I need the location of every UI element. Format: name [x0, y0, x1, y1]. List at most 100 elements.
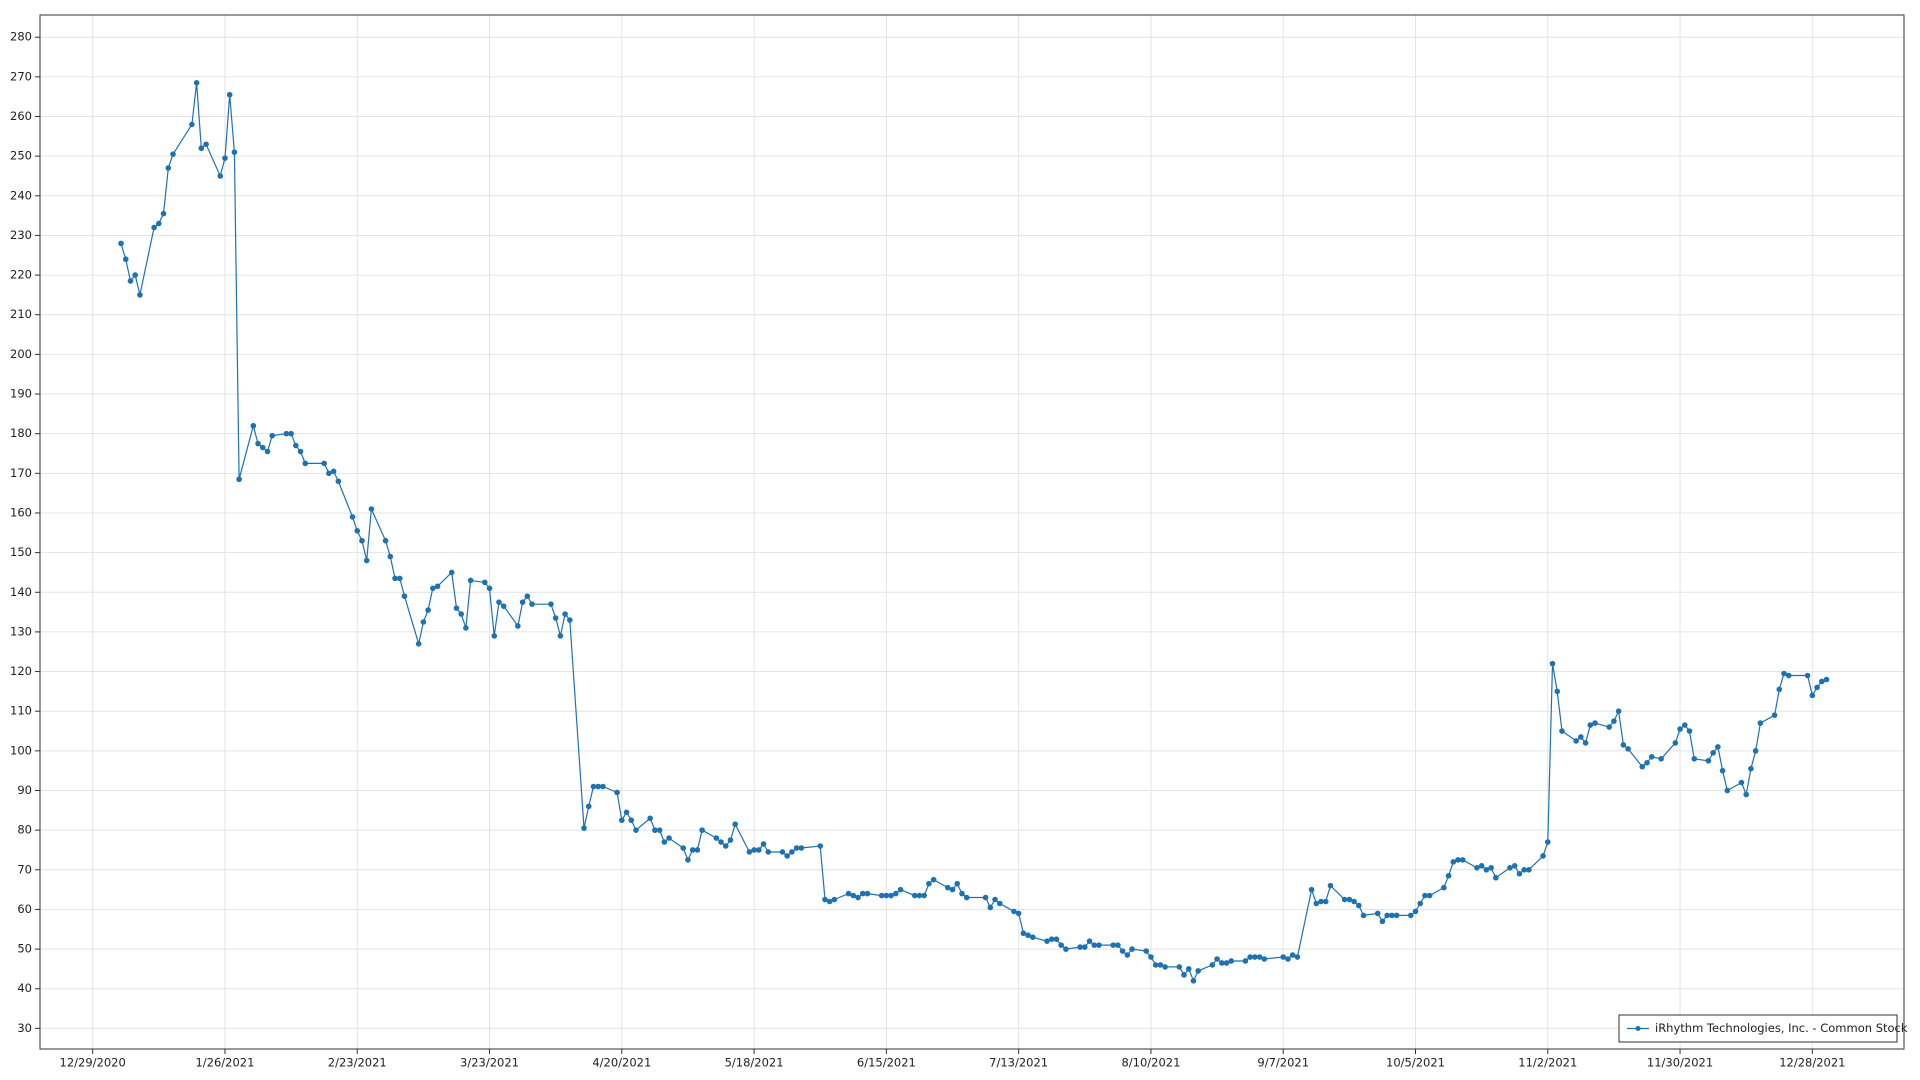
- data-point: [567, 617, 573, 623]
- data-point: [1119, 948, 1126, 954]
- y-tick-label: 50: [17, 942, 32, 956]
- data-point: [1393, 912, 1400, 919]
- y-tick-label: 240: [10, 188, 32, 202]
- data-point: [193, 79, 200, 86]
- data-point: [1719, 767, 1726, 774]
- data-point: [713, 835, 720, 841]
- data-point: [1417, 900, 1424, 907]
- data-point: [1743, 791, 1750, 798]
- x-tick-label: 3/23/2021: [460, 1056, 519, 1070]
- data-point: [1493, 874, 1499, 881]
- data-point: [231, 149, 238, 155]
- data-point: [1672, 740, 1679, 746]
- data-point: [203, 141, 209, 148]
- data-point: [1681, 722, 1688, 728]
- data-point: [562, 611, 568, 617]
- data-point: [552, 615, 559, 621]
- data-point: [581, 825, 587, 831]
- data-point: [996, 900, 1003, 907]
- data-point: [1346, 896, 1353, 903]
- data-point: [949, 886, 956, 893]
- y-tick-label: 260: [10, 109, 32, 123]
- data-point: [1573, 738, 1579, 744]
- data-point: [1176, 964, 1183, 970]
- data-point: [661, 839, 668, 845]
- data-point: [335, 478, 342, 485]
- data-point: [1483, 866, 1490, 873]
- data-point: [789, 849, 795, 855]
- data-point: [619, 817, 625, 824]
- data-point: [1544, 839, 1551, 845]
- data-point: [189, 121, 195, 128]
- data-point: [1228, 958, 1235, 964]
- data-point: [1086, 938, 1093, 944]
- y-tick-label: 160: [10, 505, 32, 519]
- data-point: [652, 827, 658, 833]
- data-point: [122, 256, 129, 263]
- data-point: [1294, 954, 1301, 960]
- data-point: [363, 557, 370, 564]
- data-point: [746, 849, 753, 855]
- data-point: [1752, 748, 1759, 754]
- data-point: [425, 607, 431, 613]
- data-point: [1020, 930, 1027, 937]
- x-tick-label: 2/23/2021: [328, 1056, 387, 1070]
- data-point: [1360, 912, 1367, 919]
- y-tick-label: 60: [17, 902, 32, 916]
- data-point: [722, 843, 729, 849]
- x-tick-label: 1/26/2021: [195, 1056, 254, 1070]
- y-tick-label: 270: [10, 69, 32, 83]
- data-point: [1143, 948, 1150, 954]
- data-point: [779, 849, 786, 855]
- data-point: [151, 224, 157, 231]
- data-point: [1582, 740, 1589, 746]
- data-point: [1063, 946, 1069, 952]
- data-point: [156, 220, 162, 227]
- y-tick-label: 250: [10, 149, 32, 163]
- data-point: [1356, 902, 1362, 909]
- data-point: [170, 151, 176, 157]
- data-point: [165, 165, 172, 171]
- x-tick-label: 7/13/2021: [989, 1056, 1048, 1070]
- data-point: [831, 896, 838, 903]
- data-point: [1185, 966, 1192, 972]
- x-tick-label: 12/29/2020: [60, 1056, 126, 1070]
- data-point: [1407, 912, 1414, 919]
- data-point: [1611, 718, 1617, 724]
- data-point: [1715, 744, 1721, 750]
- data-point: [1691, 755, 1698, 762]
- data-point: [685, 857, 691, 863]
- data-point: [1242, 958, 1249, 964]
- data-point: [330, 468, 337, 475]
- data-point: [448, 569, 455, 576]
- data-point: [1776, 686, 1783, 693]
- y-tick-label: 120: [10, 664, 32, 678]
- data-point: [1322, 898, 1329, 905]
- data-point: [269, 432, 276, 439]
- data-point: [1705, 757, 1712, 764]
- legend-box: [1618, 1014, 1898, 1043]
- data-point: [496, 599, 502, 605]
- data-point: [1096, 942, 1102, 948]
- data-point: [859, 890, 866, 897]
- data-point: [982, 894, 989, 901]
- y-tick-label: 110: [10, 704, 32, 718]
- legend: iRhythm Technologies, Inc. - Common Stoc…: [1618, 1014, 1908, 1043]
- data-point: [1450, 859, 1457, 865]
- data-point: [1313, 900, 1320, 907]
- data-point: [718, 839, 724, 845]
- data-point: [689, 847, 696, 853]
- data-point: [623, 809, 630, 816]
- data-point: [1124, 952, 1131, 958]
- data-point: [259, 444, 266, 451]
- data-point: [992, 896, 998, 903]
- data-point: [822, 896, 828, 903]
- data-point: [1308, 886, 1315, 893]
- data-point: [1389, 912, 1395, 919]
- y-tick-label: 180: [10, 426, 32, 440]
- data-point: [680, 845, 687, 851]
- data-point: [387, 553, 394, 560]
- data-point: [1384, 912, 1390, 919]
- data-point: [250, 422, 257, 429]
